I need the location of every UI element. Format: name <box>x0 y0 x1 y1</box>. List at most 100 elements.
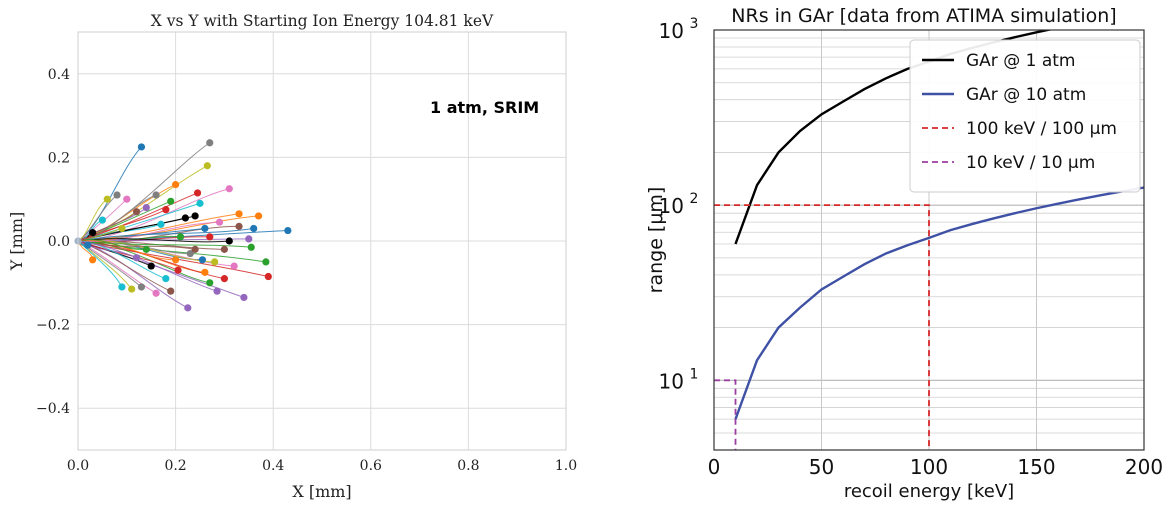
track-endpoint <box>113 191 121 199</box>
track-endpoint <box>215 218 224 226</box>
track-endpoint <box>235 210 243 218</box>
left-x-tick-label: 0.2 <box>164 458 186 474</box>
track-endpoint <box>230 262 238 270</box>
left-x-tick-label: 1.0 <box>555 458 577 474</box>
right-chart-title: NRs in GAr [data from ATIMA simulation] <box>731 5 1116 27</box>
track-endpoint <box>162 206 170 214</box>
track-endpoint <box>235 222 243 230</box>
right-chart-panel: NRs in GAr [data from ATIMA simulation] … <box>584 0 1168 504</box>
track-endpoint <box>201 268 209 276</box>
left-plot-frame <box>77 31 567 451</box>
track-endpoint <box>162 275 170 283</box>
track-endpoint <box>186 249 194 258</box>
ion-track <box>77 240 252 248</box>
right-series-line-3 <box>714 379 737 450</box>
track-endpoint <box>240 293 248 302</box>
right-y-tick-label: 10 <box>659 194 684 218</box>
track-endpoint <box>84 241 92 249</box>
track-endpoint <box>203 162 211 170</box>
track-endpoint <box>123 195 131 203</box>
left-y-tick-label: 0.4 <box>48 67 70 83</box>
track-endpoint <box>142 203 150 212</box>
track-endpoint <box>132 208 141 216</box>
left-x-tick-label: 0.4 <box>262 458 284 474</box>
trajectory-chart: X vs Y with Starting Ion Energy 104.81 k… <box>7 12 577 501</box>
track-endpoint <box>262 258 270 266</box>
ion-track <box>77 221 220 242</box>
left-chart-title: X vs Y with Starting Ion Energy 104.81 k… <box>151 12 494 30</box>
track-endpoint <box>201 224 209 233</box>
track-endpoint <box>250 224 258 233</box>
left-annotation: 1 atm, SRIM <box>430 98 539 117</box>
legend-label: GAr @ 10 atm <box>966 85 1086 105</box>
right-x-tick-label: 150 <box>1017 455 1055 479</box>
track-endpoint <box>172 256 180 264</box>
legend-label: 10 keV / 10 μm <box>966 153 1095 173</box>
track-endpoint <box>167 197 175 205</box>
track-endpoint <box>89 256 97 264</box>
left-x-axis-label: X [mm] <box>292 482 351 501</box>
track-endpoint <box>196 199 204 207</box>
left-y-axis-label: Y [mm] <box>7 212 26 271</box>
ion-track <box>77 227 254 242</box>
track-endpoint <box>184 304 192 312</box>
left-y-tick-label: −0.4 <box>36 401 70 417</box>
right-y-tick-exponent: 3 <box>690 16 699 32</box>
track-endpoint <box>142 245 150 253</box>
ion-track <box>77 239 176 261</box>
right-y-tick-label: 10 <box>659 19 684 43</box>
right-plot-frame <box>713 29 1145 451</box>
track-endpoint <box>132 254 141 262</box>
right-series-line-2 <box>714 204 930 450</box>
track-endpoint <box>181 214 189 222</box>
track-endpoint <box>167 287 175 295</box>
track-endpoint <box>225 185 233 193</box>
left-y-tick-label: 0.2 <box>48 150 70 166</box>
left-y-tick-label: 0.0 <box>48 234 70 250</box>
ion-track <box>77 240 142 288</box>
right-legend: GAr @ 1 atm GAr @ 10 atm 100 keV / 100 μm 1… <box>909 39 1141 193</box>
left-chart-panel: X vs Y with Starting Ion Energy 104.81 k… <box>0 0 580 504</box>
legend-box <box>909 39 1141 193</box>
track-endpoint <box>98 216 106 224</box>
track-endpoint <box>137 143 146 151</box>
right-y-tick-exponent: 1 <box>690 366 699 382</box>
track-endpoint <box>157 220 165 228</box>
track-endpoint <box>174 266 182 274</box>
track-endpoint <box>220 245 228 253</box>
track-endpoint <box>284 226 292 235</box>
legend-label: GAr @ 1 atm <box>966 51 1075 71</box>
track-endpoint <box>118 283 126 291</box>
legend-label: 100 keV / 100 μm <box>966 119 1117 139</box>
right-series-line-0 <box>734 30 1054 245</box>
track-endpoint <box>193 189 202 197</box>
track-endpoint <box>137 283 146 291</box>
track-endpoint <box>206 139 214 147</box>
ion-track <box>77 238 230 243</box>
track-endpoint <box>176 233 185 241</box>
left-x-tick-label: 0.8 <box>457 458 479 474</box>
track-endpoint <box>220 275 228 283</box>
track-endpoint <box>147 262 155 270</box>
track-endpoint <box>225 237 233 245</box>
ion-track <box>77 239 147 250</box>
ion-track <box>77 192 198 242</box>
left-y-tick-label: −0.2 <box>36 318 70 334</box>
track-endpoint <box>254 212 263 220</box>
left-x-tick-label: 0.0 <box>67 458 89 474</box>
right-x-tick-label: 200 <box>1125 455 1163 479</box>
track-endpoint <box>247 243 255 251</box>
right-y-tick-exponent: 2 <box>690 191 699 207</box>
track-endpoint <box>245 235 253 243</box>
track-endpoint <box>128 285 136 293</box>
track-endpoint <box>89 229 97 237</box>
track-endpoint <box>206 233 214 241</box>
right-y-axis-label: range [μm] <box>645 187 667 294</box>
left-x-tick-label: 0.6 <box>360 458 382 474</box>
right-series-line-1 <box>734 186 1144 420</box>
track-endpoint <box>103 195 111 203</box>
track-endpoint <box>211 258 219 266</box>
track-endpoint <box>152 191 160 199</box>
right-y-tick-label: 10 <box>659 369 684 393</box>
track-endpoint <box>152 289 160 297</box>
